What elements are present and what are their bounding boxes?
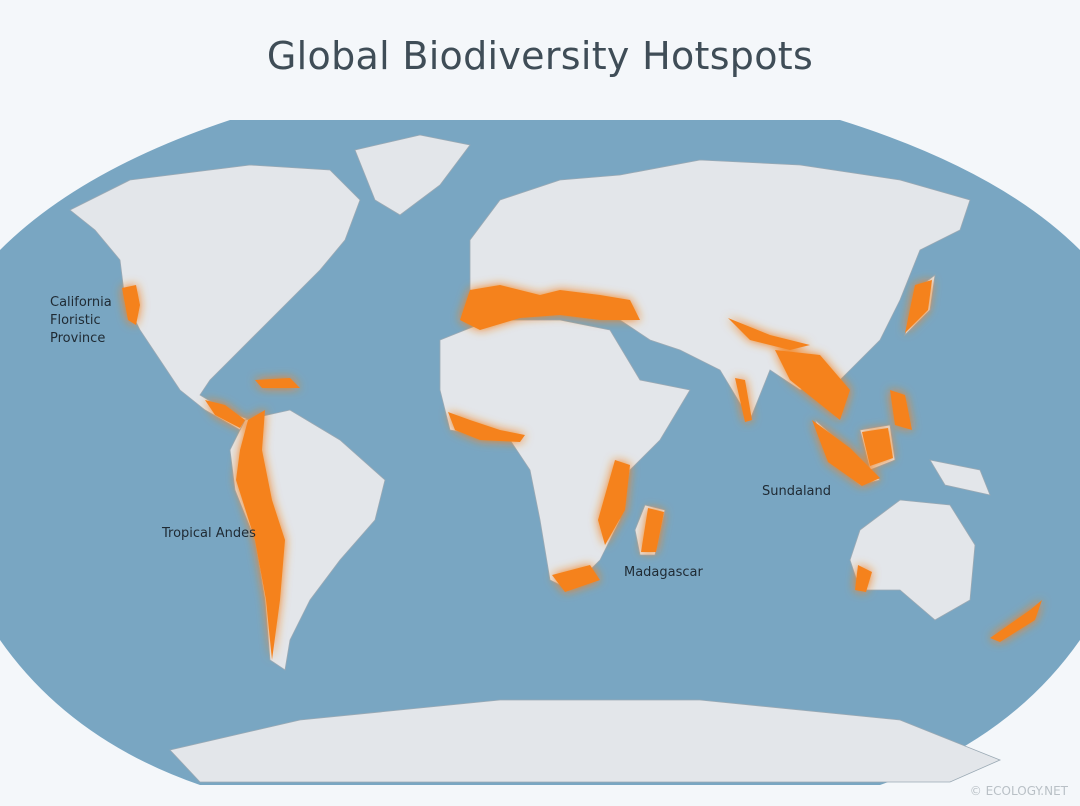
label-madagascar: Madagascar (624, 565, 703, 580)
label-tropical-andes: Tropical Andes (162, 526, 256, 541)
hotspot-himalaya (728, 318, 810, 350)
greenland (354, 134, 471, 216)
hotspot-mediterranean (460, 285, 640, 330)
label-line: Floristic (50, 313, 101, 328)
hotspot-indo-burma (775, 350, 850, 420)
hotspot-california (122, 285, 140, 325)
hotspots (122, 280, 1042, 660)
hotspot-sundaland (812, 420, 880, 486)
watermark: © ECOLOGY.NET (969, 784, 1068, 798)
label-sundaland: Sundaland (762, 484, 832, 499)
antarctica (169, 699, 1002, 783)
label-line: California (50, 295, 112, 310)
hotspot-sw-australia (855, 565, 872, 592)
map-title: Global Biodiversity Hotspots (266, 34, 814, 78)
hotspot-mesoamerica (205, 400, 245, 428)
hotspot-western-ghats (735, 378, 752, 422)
hotspot-japan (905, 280, 932, 333)
new-guinea (929, 459, 991, 496)
label-california-floristic-province: California Floristic Province (50, 294, 112, 348)
hotspot-caribbean (255, 378, 300, 388)
hotspot-madagascar (641, 508, 664, 552)
hotspot-new-zealand (990, 600, 1042, 642)
hotspot-borneo (862, 428, 893, 466)
hotspot-west-africa (448, 412, 525, 442)
hotspot-philippines (890, 390, 912, 430)
label-line: Province (50, 331, 106, 346)
hotspot-cape (552, 565, 600, 592)
hotspot-east-africa (598, 460, 630, 545)
australia (849, 499, 976, 621)
hotspot-tropical-andes (236, 410, 285, 660)
